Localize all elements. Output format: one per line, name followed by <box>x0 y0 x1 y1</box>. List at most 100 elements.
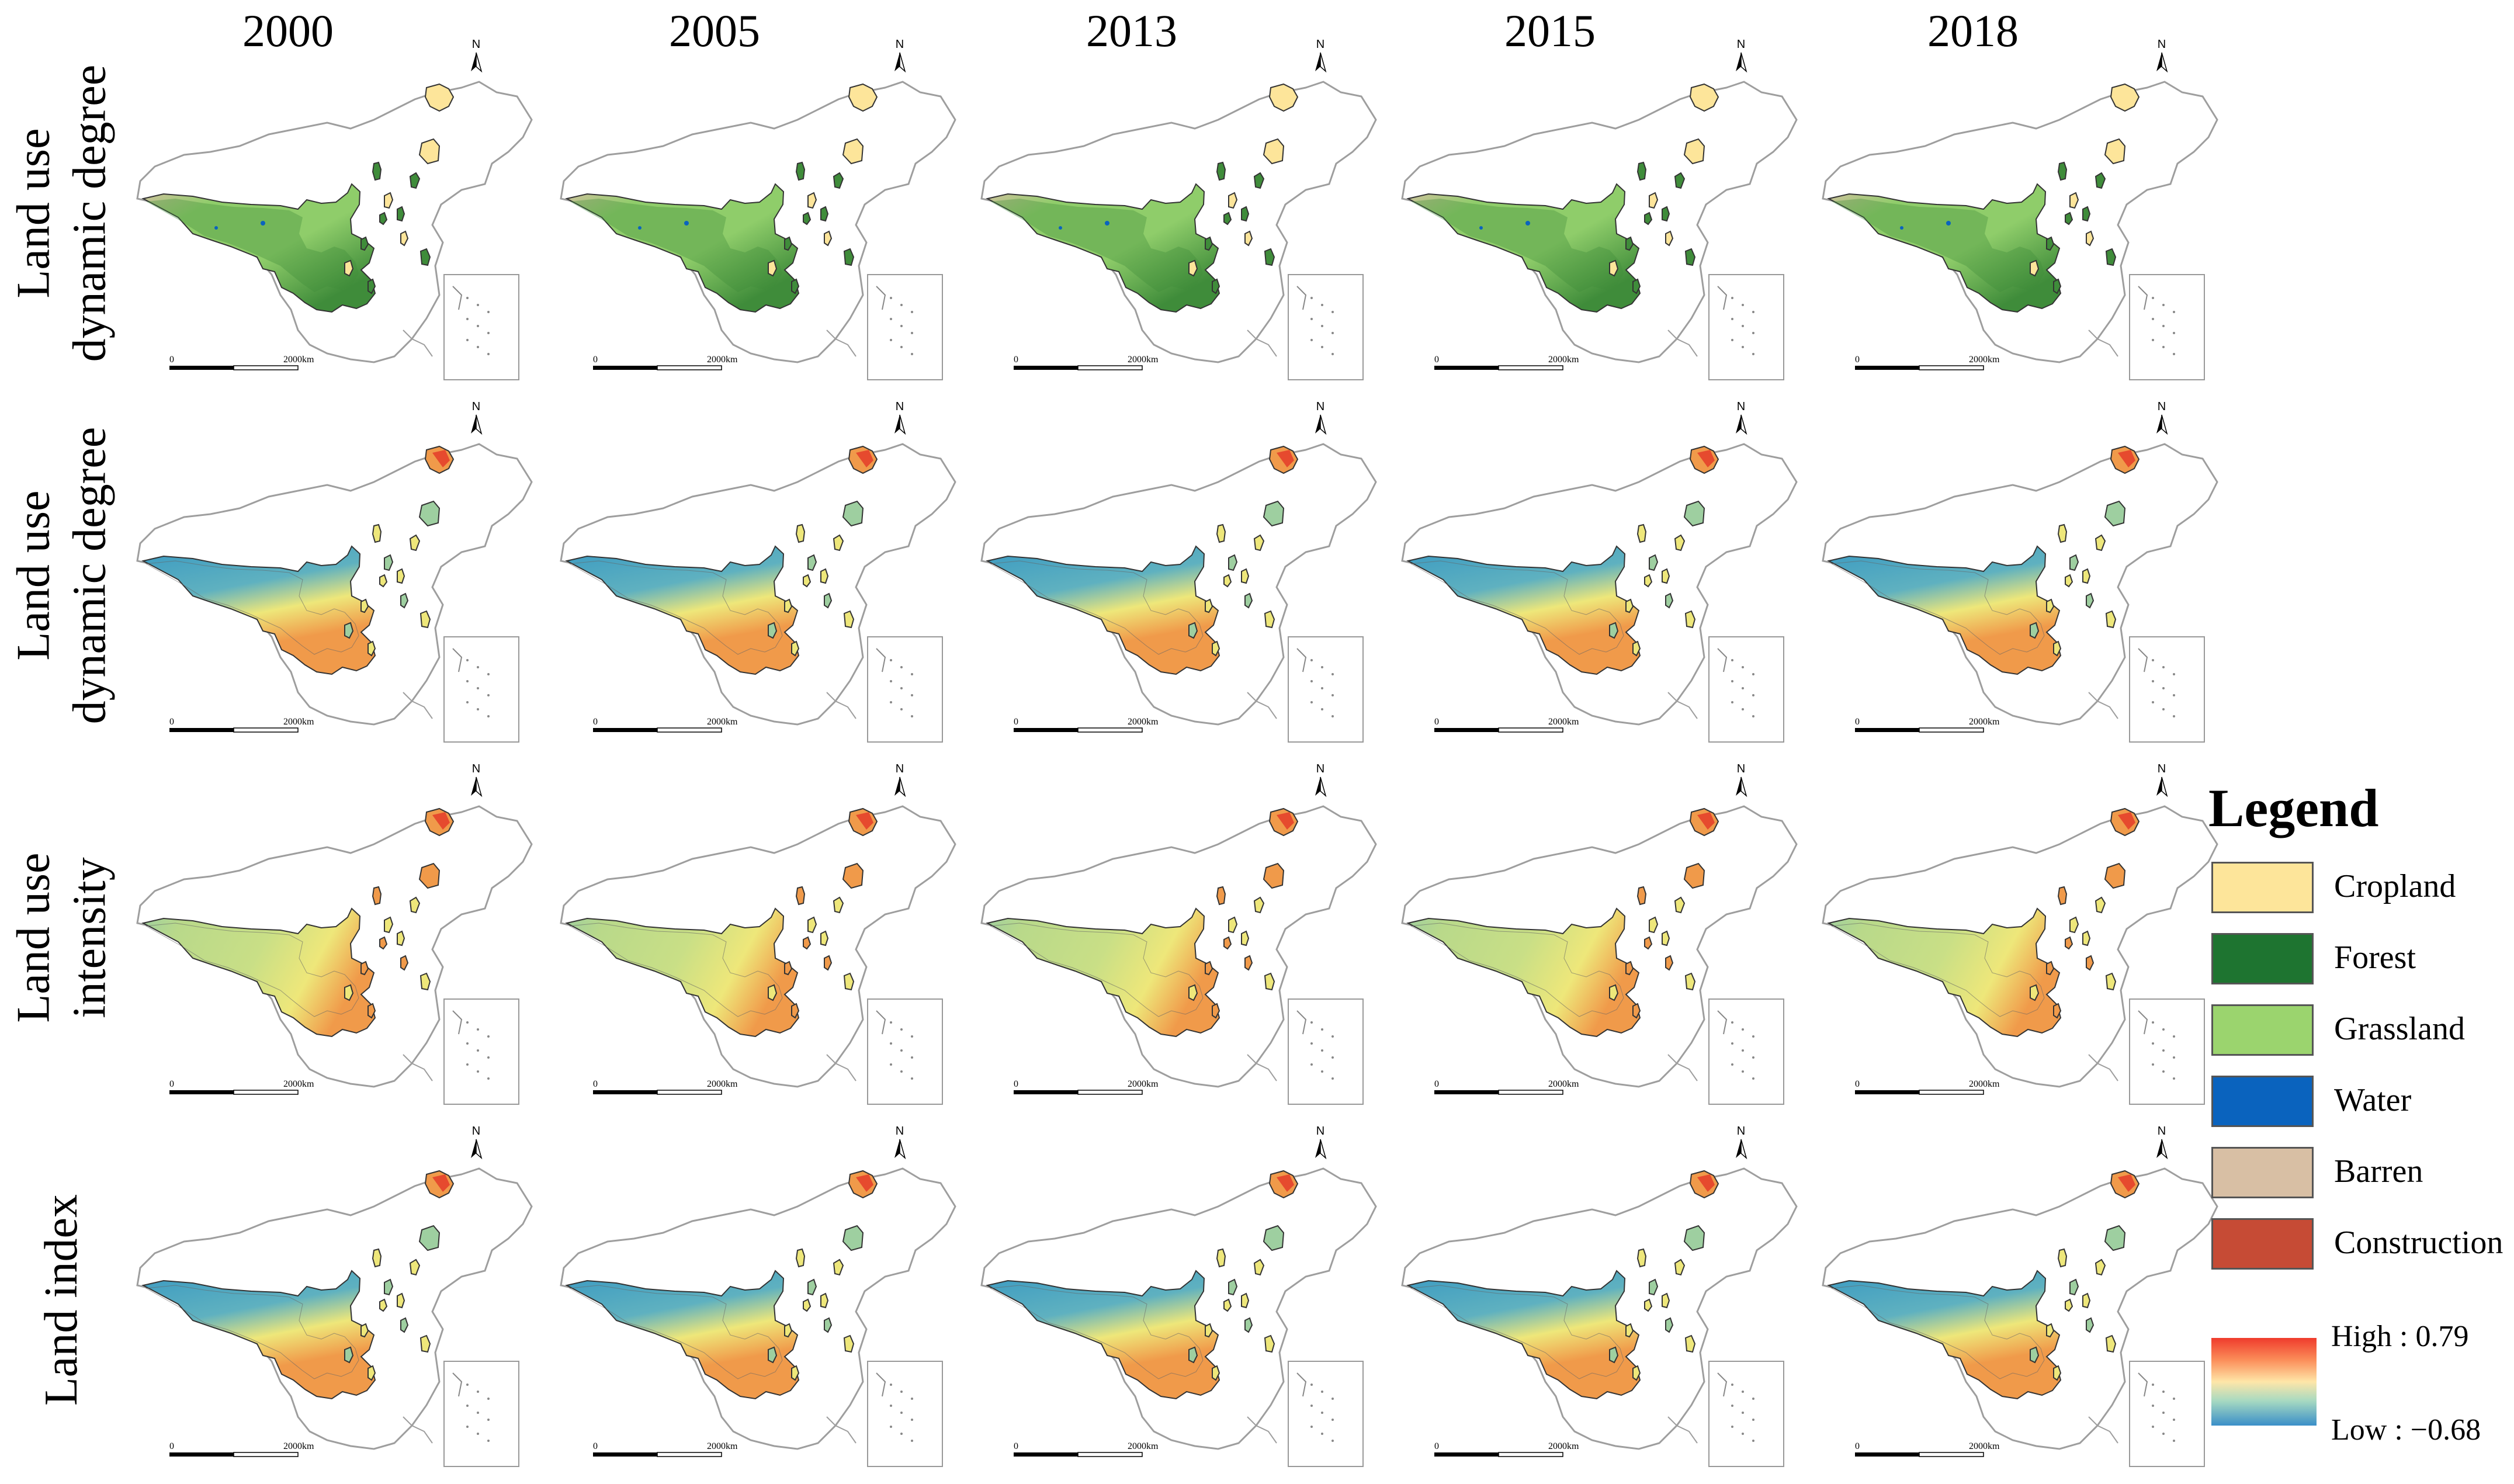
north-arrow-icon: N <box>471 762 483 798</box>
legend-item-construction: Construction <box>2211 1218 2514 1272</box>
row-label: Land use dynamic degree <box>0 397 123 754</box>
scale-zero-label: 0 <box>1014 1441 1018 1451</box>
north-arrow-icon: N <box>1736 400 1747 435</box>
scale-bar: 0 2000km <box>593 1079 738 1095</box>
north-arrow-label: N <box>1737 38 1745 51</box>
map-svg: N 0 2000km <box>1822 1125 2218 1467</box>
north-arrow-label: N <box>472 400 480 413</box>
scale-zero-label: 0 <box>593 1079 598 1089</box>
north-arrow-label: N <box>2158 1125 2166 1138</box>
legend-label: Barren <box>2334 1153 2423 1190</box>
map-svg: N 0 2000km <box>1401 762 1798 1105</box>
north-arrow-label: N <box>2158 38 2166 51</box>
scale-end-label: 2000km <box>707 1079 738 1089</box>
map-svg: N 0 2000km <box>560 400 956 743</box>
scale-zero-label: 0 <box>1434 717 1439 727</box>
map-panel: N 0 2000km <box>1382 748 1808 1122</box>
map-svg: N 0 2000km <box>136 1125 533 1467</box>
year-header-2000: 2000 <box>242 5 334 56</box>
scale-bar: 0 2000km <box>1434 1079 1579 1095</box>
row-label-line2: intensity <box>64 857 116 1018</box>
north-arrow-label: N <box>896 400 904 413</box>
scale-zero-label: 0 <box>1434 1079 1439 1089</box>
inset-map <box>1288 636 1364 743</box>
scale-end-label: 2000km <box>1969 1079 2000 1089</box>
north-arrow-icon: N <box>1736 38 1747 73</box>
map-svg: N 0 2000km <box>560 38 956 380</box>
map-panel: N 0 2000km <box>1802 23 2229 397</box>
scale-zero-label: 0 <box>593 355 598 365</box>
scale-bar: 0 2000km <box>1855 355 2000 370</box>
legend-item-barren: Barren <box>2211 1147 2514 1201</box>
north-arrow-label: N <box>472 1125 480 1138</box>
scale-end-label: 2000km <box>1548 355 1579 365</box>
inset-map <box>1708 1361 1784 1467</box>
map-panel: N 0 2000km <box>1382 1110 1808 1484</box>
north-arrow-icon: N <box>2156 38 2168 73</box>
scale-end-label: 2000km <box>283 1079 314 1089</box>
map-svg: N 0 2000km <box>1401 1125 1798 1467</box>
inset-map <box>443 636 519 743</box>
map-panel: N 0 2000km <box>961 386 1388 760</box>
north-arrow-icon: N <box>2156 1125 2168 1160</box>
year-header-2015: 2015 <box>1504 5 1596 56</box>
north-arrow-icon: N <box>2156 762 2168 798</box>
north-arrow-icon: N <box>1315 762 1327 798</box>
inset-map <box>867 1361 943 1467</box>
inset-map <box>1288 1361 1364 1467</box>
map-svg: N 0 2000km <box>980 38 1377 380</box>
map-svg: N 0 2000km <box>1822 400 2218 743</box>
scale-bar: 0 2000km <box>593 1441 738 1457</box>
scale-zero-label: 0 <box>1014 717 1018 727</box>
north-arrow-label: N <box>472 38 480 51</box>
map-svg: N 0 2000km <box>980 762 1377 1105</box>
inset-map <box>1288 998 1364 1105</box>
scale-end-label: 2000km <box>283 355 314 365</box>
scale-bar: 0 2000km <box>1855 717 2000 733</box>
map-svg: N 0 2000km <box>560 762 956 1105</box>
legend-item-grassland: Grassland <box>2211 1004 2514 1058</box>
legend-item-forest: Forest <box>2211 933 2514 987</box>
scale-bar: 0 2000km <box>1855 1441 2000 1457</box>
inset-map <box>443 274 519 380</box>
scale-bar: 0 2000km <box>169 1079 314 1095</box>
inset-map <box>2129 636 2205 743</box>
north-arrow-label: N <box>1737 1125 1745 1138</box>
legend-item-cropland: Cropland <box>2211 862 2514 916</box>
inset-map <box>2129 274 2205 380</box>
map-panel: N 0 2000km <box>1802 386 2229 760</box>
legend-swatch <box>2211 862 2314 913</box>
map-svg: N 0 2000km <box>1401 400 1798 743</box>
map-panel: N 0 2000km <box>1802 748 2229 1122</box>
year-header-2005: 2005 <box>669 5 760 56</box>
inset-map <box>867 636 943 743</box>
legend-label: Construction <box>2334 1225 2503 1261</box>
scale-end-label: 2000km <box>1548 717 1579 727</box>
scale-zero-label: 0 <box>1014 1079 1018 1089</box>
row-label: Land use intensity <box>0 760 123 1116</box>
inset-map <box>867 998 943 1105</box>
scale-bar: 0 2000km <box>1014 1441 1159 1457</box>
inset-map <box>443 998 519 1105</box>
north-arrow-icon: N <box>1736 762 1747 798</box>
scale-end-label: 2000km <box>1969 717 2000 727</box>
scale-zero-label: 0 <box>169 717 174 727</box>
map-panel: N 0 2000km <box>117 748 543 1122</box>
scale-bar: 0 2000km <box>593 355 738 370</box>
north-arrow-icon: N <box>894 400 906 435</box>
legend-swatch <box>2211 933 2314 984</box>
row-label-line1: Land use <box>8 490 60 661</box>
legend-high-label: High : 0.79 <box>2331 1320 2469 1353</box>
north-arrow-label: N <box>896 38 904 51</box>
scale-bar: 0 2000km <box>593 717 738 733</box>
north-arrow-label: N <box>1316 38 1324 51</box>
scale-end-label: 2000km <box>1969 1441 2000 1451</box>
legend-swatch <box>2211 1147 2314 1198</box>
north-arrow-icon: N <box>1315 38 1327 73</box>
scale-zero-label: 0 <box>1855 1441 1860 1451</box>
scale-end-label: 2000km <box>283 1441 314 1451</box>
row-label: Land index <box>0 1122 123 1478</box>
row-label-line2: dynamic degree <box>64 64 116 362</box>
legend-label: Forest <box>2334 939 2416 976</box>
scale-end-label: 2000km <box>707 355 738 365</box>
